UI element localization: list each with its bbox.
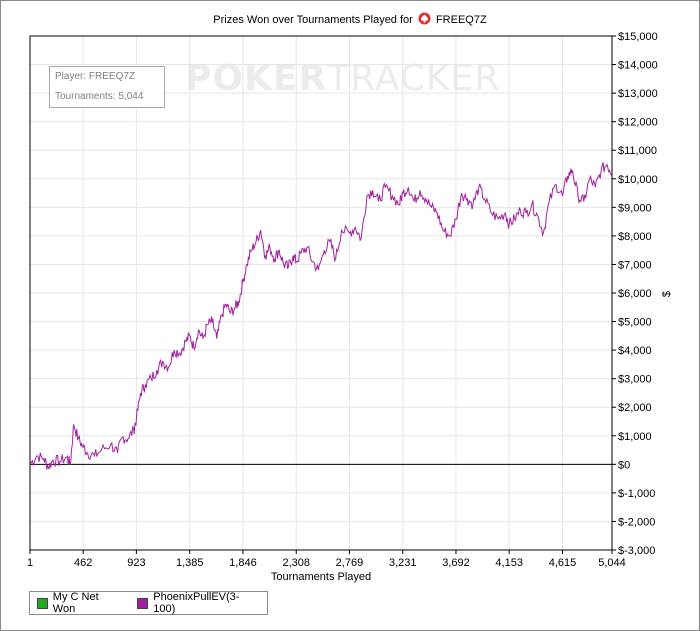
pokertracker-spade-icon [418, 12, 431, 25]
x-tick-label: 2,308 [282, 557, 310, 569]
chart-title-prefix: Prizes Won over Tournaments Played for [213, 14, 413, 26]
y-tick-label: $13,000 [618, 88, 658, 100]
series-line-phoenixpullev [29, 162, 613, 470]
chart-title-player: FREEQ7Z [435, 14, 487, 26]
y-tick-label: $9,000 [618, 202, 652, 214]
legend-swatch-green [37, 597, 48, 609]
x-tick-label: 1,385 [176, 557, 204, 569]
player-info-tooltip: Player: FREEQ7Z Tournaments: 5,044 [49, 66, 165, 108]
y-tick-label: $12,000 [618, 117, 658, 129]
y-tick-label: $11,000 [618, 145, 657, 157]
y-tick-label: $0 [618, 459, 630, 471]
y-tick-label: $14,000 [618, 60, 658, 72]
y-axis-label: $ [661, 290, 674, 298]
y-tick-label: $10,000 [618, 174, 658, 186]
legend-swatch-purple [137, 597, 149, 609]
y-tick-label: $7,000 [618, 259, 652, 271]
y-tick-label: $-1,000 [618, 488, 655, 500]
x-tick-label: 462 [74, 557, 92, 569]
legend-label: My C Net Won [52, 591, 99, 615]
y-tick-label: $15,000 [618, 31, 658, 43]
x-tick-label: 2,769 [336, 557, 364, 569]
x-tick-label: 3,231 [389, 557, 417, 569]
x-tick-label: 4,615 [549, 557, 577, 569]
legend-item-phoenixpullev[interactable]: PhoenixPullEV(3-100) [137, 591, 259, 615]
legend-label: PhoenixPullEV(3-100) [153, 591, 240, 615]
chart-grid [29, 35, 613, 551]
chart-legend: My C Net Won PhoenixPullEV(3-100) [29, 591, 268, 615]
chart-title: Prizes Won over Tournaments Played for F… [0, 12, 700, 26]
y-tick-label: $8,000 [618, 231, 652, 243]
tooltip-player: Player: FREEQ7Z [55, 71, 136, 82]
y-tick-label: $-3,000 [618, 545, 655, 557]
x-axis-label: Tournaments Played [270, 571, 372, 583]
x-tick-label: 3,692 [442, 557, 470, 569]
x-tick-label: 1 [27, 557, 33, 569]
y-tick-label: $3,000 [618, 374, 652, 386]
x-tick-label: 923 [127, 557, 145, 569]
tooltip-tournaments: Tournaments: 5,044 [55, 91, 144, 102]
series-group [29, 162, 613, 470]
x-axis-ticks: 1 462 923 1,385 1,846 2,308 2,769 3,231 3,692 4,1… [27, 550, 626, 569]
legend-item-my-c-net-won[interactable]: My C Net Won [37, 591, 122, 615]
y-tick-label: $4,000 [618, 345, 652, 357]
y-tick-label: $1,000 [618, 431, 652, 443]
y-tick-label: $6,000 [618, 288, 652, 300]
y-tick-label: $-2,000 [618, 516, 655, 528]
x-tick-label: 1,846 [229, 557, 257, 569]
x-tick-label: 5,044 [598, 557, 626, 569]
y-tick-label: $2,000 [618, 402, 652, 414]
x-tick-label: 4,153 [495, 557, 523, 569]
y-axis-ticks: $-3,000 $-2,000 $-1,000 $0 $1,000 $2,000 $3,00… [612, 31, 658, 557]
y-tick-label: $5,000 [618, 317, 652, 329]
